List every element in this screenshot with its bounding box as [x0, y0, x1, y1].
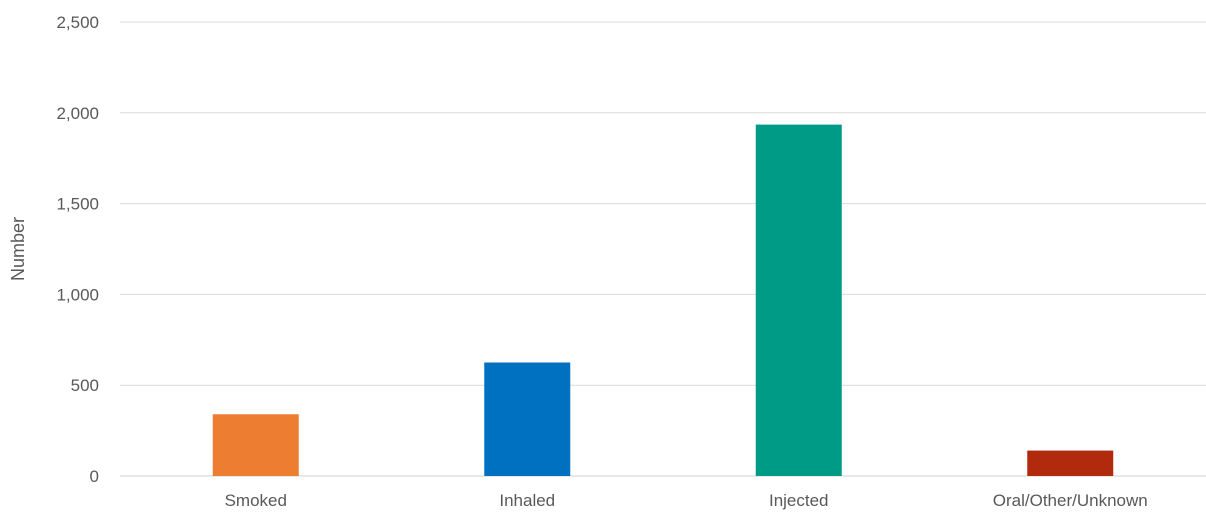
gridlines: [120, 21, 1206, 477]
y-axis-title: Number: [8, 217, 28, 281]
y-tick-label: 2,500: [56, 13, 99, 32]
y-tick-label: 500: [71, 376, 99, 395]
x-tick-label: Inhaled: [499, 491, 555, 510]
y-tick-label: 2,000: [56, 104, 99, 123]
bar-injected: [755, 124, 842, 476]
x-tick-label: Smoked: [225, 491, 287, 510]
bar-smoked: [212, 414, 299, 476]
y-tick-label: 1,500: [56, 195, 99, 214]
y-tick-label: 1,000: [56, 285, 99, 304]
bar-inhaled: [484, 362, 571, 476]
y-tick-label: 0: [90, 467, 99, 486]
x-tick-label: Injected: [769, 491, 829, 510]
x-axis-tick-labels: Smoked Inhaled Injected Oral/Other/Unknown: [225, 491, 1148, 510]
x-tick-label: Oral/Other/Unknown: [993, 491, 1148, 510]
bar-oral-other-unknown: [1027, 450, 1114, 476]
bars: [212, 124, 1114, 476]
y-axis-tick-labels: 0 500 1,000 1,500 2,000 2,500: [56, 13, 99, 486]
